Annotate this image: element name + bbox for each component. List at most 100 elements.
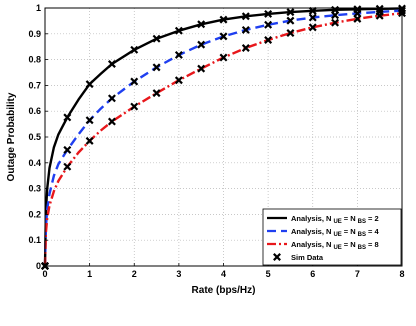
legend-subscript: UE	[333, 245, 341, 251]
series-line-3	[43, 12, 403, 267]
x-marker-stroke	[152, 63, 161, 72]
legend-label-part: = N	[344, 214, 356, 223]
sim-data-point	[264, 9, 273, 18]
x-tick-label: 1	[87, 269, 92, 279]
legend-label: Analysis, N UE = N BS = 8	[291, 240, 379, 251]
y-tick-label: 0.7	[28, 80, 41, 90]
sim-data-point	[353, 14, 362, 23]
legend-label-part: = N	[344, 240, 356, 249]
x-marker-stroke	[241, 44, 250, 52]
x-marker-stroke	[152, 89, 161, 98]
x-marker-stroke	[353, 14, 362, 23]
sim-data-point	[264, 20, 273, 29]
sim-data-point	[107, 94, 116, 103]
x-marker-stroke	[219, 32, 228, 41]
x-marker-stroke	[308, 13, 317, 22]
sim-data-point	[174, 76, 183, 85]
sim-data-point	[174, 26, 183, 35]
legend-item-2: Analysis, N UE = N BS = 4	[267, 227, 379, 238]
sim-data-point	[375, 11, 384, 20]
sim-data-point	[241, 12, 250, 21]
x-marker-stroke	[308, 6, 317, 15]
y-tick-label: 0.8	[28, 55, 41, 65]
sim-data-point	[152, 89, 161, 98]
sim-data-point	[219, 32, 228, 41]
x-tick-label: 4	[221, 269, 226, 279]
x-tick-label: 6	[310, 269, 315, 279]
sim-data-point	[197, 40, 206, 49]
sim-data-point	[308, 13, 317, 22]
sim-data-point	[85, 136, 94, 145]
x-marker-stroke	[264, 9, 273, 18]
x-tick-label: 3	[176, 269, 181, 279]
sim-data-point	[331, 11, 340, 20]
y-tick-label: 0.1	[28, 235, 41, 245]
x-marker-stroke	[85, 136, 94, 145]
y-tick-label: 0.2	[28, 209, 41, 219]
x-marker-stroke	[63, 113, 72, 122]
legend-label: Sim Data	[291, 253, 324, 262]
y-tick-label: 0	[36, 261, 41, 271]
series-line-2	[43, 9, 403, 267]
legend-item-3: Analysis, N UE = N BS = 8	[267, 240, 379, 251]
x-tick-label: 5	[266, 269, 271, 279]
x-marker-stroke	[152, 34, 161, 43]
x-marker-stroke	[286, 29, 295, 38]
legend-label-part: = 4	[368, 227, 379, 236]
y-tick-label: 0.5	[28, 132, 41, 142]
legend-marker	[273, 253, 281, 261]
sim-data-point	[308, 23, 317, 32]
x-marker-stroke	[174, 26, 183, 35]
x-marker-stroke	[85, 80, 94, 89]
sim-data-point	[219, 15, 228, 24]
x-marker-stroke	[197, 64, 206, 73]
sim-data-point	[286, 16, 295, 25]
sim-data-point	[308, 6, 317, 15]
x-marker-stroke	[197, 40, 206, 49]
sim-data-point	[85, 80, 94, 89]
x-marker-stroke	[63, 145, 72, 154]
legend-label-part: = 2	[368, 214, 379, 223]
series-line-1	[43, 7, 403, 267]
x-marker-stroke	[286, 8, 295, 17]
x-marker-stroke	[130, 77, 139, 86]
sim-data-point	[264, 36, 273, 44]
legend-subscript: BS	[358, 245, 366, 251]
sim-data-point	[130, 77, 139, 86]
sim-data-point	[107, 117, 116, 126]
legend-subscript: UE	[333, 232, 341, 238]
legend-item-1: Analysis, N UE = N BS = 2	[267, 214, 379, 225]
sim-data-point	[107, 60, 116, 68]
sim-data-point	[130, 102, 139, 111]
x-tick-label: 8	[399, 269, 404, 279]
legend-label: Analysis, N UE = N BS = 4	[291, 227, 379, 238]
x-tick-label: 7	[355, 269, 360, 279]
x-marker-stroke	[107, 60, 116, 68]
sim-data-point	[331, 18, 340, 27]
sim-data-point	[63, 113, 72, 122]
y-tick-label: 0.3	[28, 184, 41, 194]
series-curves	[43, 7, 403, 267]
x-marker-stroke	[219, 15, 228, 24]
legend-label-part: Analysis, N	[291, 214, 331, 223]
legend-subscript: BS	[358, 232, 366, 238]
x-marker-stroke	[308, 23, 317, 32]
legend-subscript: UE	[333, 219, 341, 225]
y-tick-label: 0.4	[28, 158, 41, 168]
legend-label-part: Analysis, N	[291, 227, 331, 236]
axis-ticks: 0 1 2 3 4 5 6 7 8 0 0.1 0.2 0.3 0.4 0.5 0.6 0.7 0.8 0.9 1	[28, 3, 404, 279]
sim-data-point	[152, 34, 161, 43]
sim-data-point	[130, 45, 139, 54]
sim-data-point	[286, 8, 295, 17]
x-marker-stroke	[130, 45, 139, 54]
legend-subscript: BS	[358, 219, 366, 225]
sim-data-point	[152, 63, 161, 72]
x-axis-label: Rate (bps/Hz)	[192, 285, 256, 296]
x-marker-stroke	[331, 11, 340, 20]
x-marker-stroke	[273, 253, 281, 261]
x-marker-stroke	[286, 16, 295, 25]
x-marker-stroke	[174, 50, 183, 59]
x-marker-stroke	[264, 20, 273, 29]
sim-data-point	[241, 44, 250, 52]
